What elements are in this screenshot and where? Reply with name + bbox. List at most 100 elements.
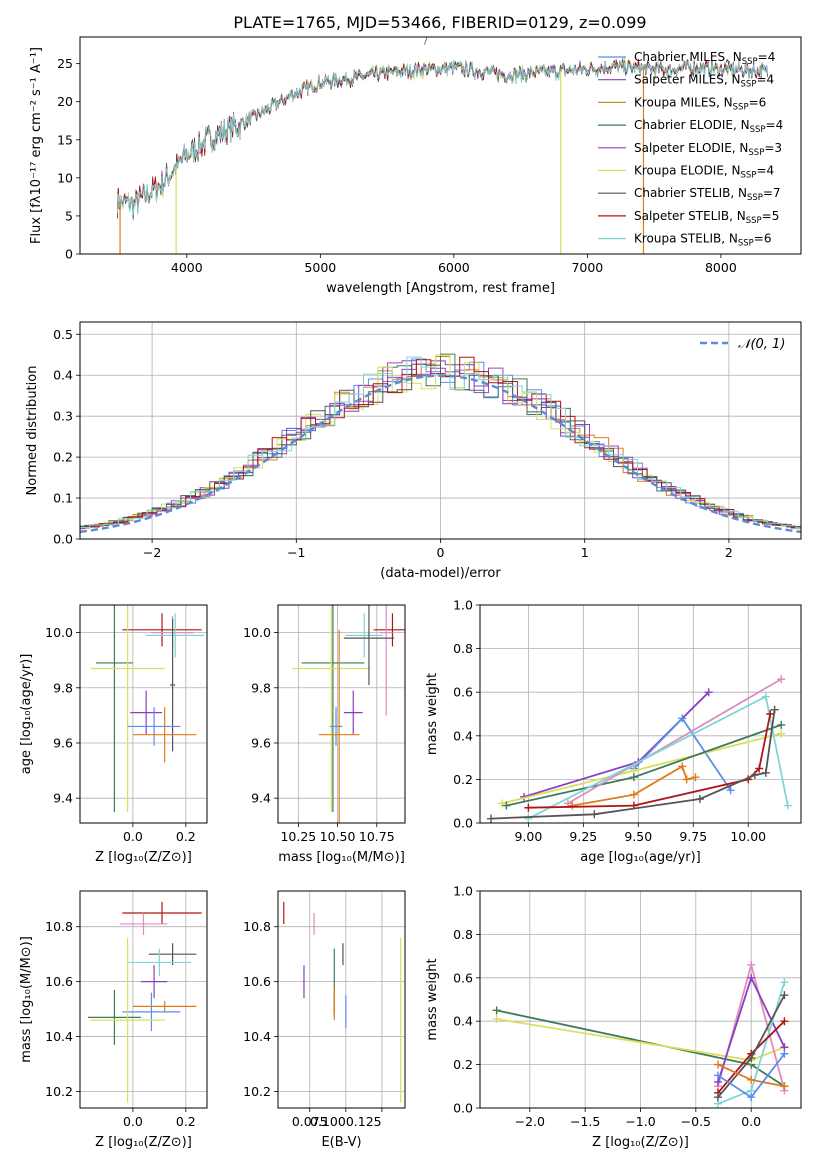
weight-series <box>567 678 782 805</box>
legend-label: Kroupa STELIB, NSSP=6 <box>634 232 772 249</box>
data-point <box>379 605 393 716</box>
axes-frame <box>277 604 406 824</box>
weight-marker <box>761 692 770 701</box>
axes-frame <box>479 604 802 824</box>
plot-area <box>486 675 792 823</box>
legend: Chabrier MILES, NSSP=4 Salpeter MILES, NS… <box>598 50 783 249</box>
plot-area <box>90 605 205 812</box>
plot-area <box>80 353 801 533</box>
data-point <box>130 690 163 735</box>
weight-marker <box>770 705 779 714</box>
weight-marker <box>486 814 495 823</box>
weight-marker <box>780 1082 789 1091</box>
panel-age_vs_Z: 0.0 0.2 9.4 9.6 9.8 10.0 Z [log₁₀(Z/Z⊙)] age [l… <box>19 604 208 865</box>
weight-marker <box>678 714 687 723</box>
panel-spectrum: 4000 5000 6000 7000 8000 0 5 10 15 20 25 wavelength… <box>29 36 802 296</box>
plot-area <box>117 37 768 254</box>
weight-marker <box>524 814 533 823</box>
data-point <box>329 707 343 746</box>
data-point <box>132 707 197 763</box>
y-axis-label: mass weight <box>425 673 440 755</box>
x-tick-label: −1 <box>287 545 305 560</box>
weight-marker <box>682 775 691 784</box>
y-tick-label: 9.8 <box>251 680 271 695</box>
y-tick-label: 0.8 <box>453 927 473 942</box>
x-tick-label: 10.50 <box>320 829 356 844</box>
panel-weight_vs_age: 9.00 9.25 9.50 9.75 10.00 0.0 0.2 0.4 0.6 0.8 1.0 a… <box>425 598 802 865</box>
weight-marker <box>695 795 704 804</box>
data-point <box>90 605 165 812</box>
y-tick-label: 0.2 <box>453 1057 473 1072</box>
y-tick-label: 0.2 <box>53 450 73 465</box>
x-tick-label: 0.1000.125 <box>310 1114 382 1129</box>
x-tick-label: 5000 <box>304 260 336 275</box>
y-axis-label: mass [log₁₀(M/M⊙)] <box>19 936 34 1063</box>
x-axis-label: E(B-V) <box>321 1135 361 1150</box>
y-tick-label: 10.0 <box>45 625 73 640</box>
x-tick-label: 7000 <box>571 260 603 275</box>
x-tick-label: −1.0 <box>625 1114 655 1129</box>
x-tick-label: 0.0 <box>123 829 143 844</box>
weight-marker <box>750 771 759 780</box>
weight-marker <box>713 1093 722 1102</box>
x-axis-label: Z [log₁₀(Z/Z⊙)] <box>95 850 192 865</box>
legend-label: Salpeter MILES, NSSP=4 <box>634 73 774 90</box>
panel-age_vs_mass: 10.25 10.50 10.75 9.4 9.6 9.8 10.0 mass [log₁₀(… <box>243 604 406 865</box>
y-tick-label: 0.0 <box>53 532 73 547</box>
legend-label: Kroupa ELODIE, NSSP=4 <box>634 164 774 181</box>
spectrum-spike <box>424 37 428 45</box>
y-tick-label: 20 <box>57 94 73 109</box>
weight-series <box>528 713 772 809</box>
y-tick-label: 9.8 <box>53 680 73 695</box>
y-tick-label: 0.4 <box>453 1014 473 1029</box>
weight-series <box>490 709 776 820</box>
x-axis-label: age [log₁₀(age/yr)] <box>580 850 701 865</box>
x-tick-label: 4000 <box>171 260 203 275</box>
weight-marker <box>492 1015 501 1024</box>
x-axis-label: mass [log₁₀(M/M⊙)] <box>278 850 405 865</box>
weight-marker <box>726 786 735 795</box>
plot-area <box>492 960 789 1108</box>
y-tick-label: 10.8 <box>45 919 73 934</box>
x-tick-label: 2 <box>725 545 733 560</box>
y-tick-label: 0.6 <box>453 685 473 700</box>
weight-marker <box>777 720 786 729</box>
weight-marker <box>780 1049 789 1058</box>
y-tick-label: 0.1 <box>53 491 73 506</box>
x-tick-label: 0.2 <box>176 1114 196 1129</box>
data-point <box>301 605 365 812</box>
data-point <box>318 629 360 823</box>
plot-area <box>87 901 202 1103</box>
weight-marker <box>678 762 687 771</box>
y-tick-label: 1.0 <box>453 598 473 613</box>
y-tick-label: 5 <box>65 208 73 223</box>
x-axis-label: Z [log₁₀(Z/Z⊙)] <box>95 1135 192 1150</box>
weight-marker <box>766 710 775 718</box>
weight-marker <box>691 773 700 782</box>
x-axis-label: Z [log₁₀(Z/Z⊙)] <box>592 1135 689 1150</box>
weight-marker <box>629 773 638 782</box>
x-axis-label: (data-model)/error <box>380 566 501 581</box>
y-tick-label: 10.8 <box>243 919 271 934</box>
y-tick-label: 0.5 <box>53 327 73 342</box>
x-tick-label: 1 <box>581 545 589 560</box>
y-tick-label: 0.2 <box>453 772 473 787</box>
weight-marker <box>761 768 770 777</box>
data-point <box>122 613 202 647</box>
data-point <box>343 690 363 735</box>
y-tick-label: 0.0 <box>453 1101 473 1116</box>
panel-mass_vs_Z: 0.0 0.2 10.2 10.4 10.6 10.8 Z [log₁₀(Z/Z⊙)] mas… <box>19 890 208 1150</box>
y-tick-label: 10.0 <box>243 625 271 640</box>
weight-marker <box>747 973 756 982</box>
y-tick-label: 9.4 <box>53 791 73 806</box>
axes-frame <box>79 321 802 540</box>
axes-frame <box>479 890 802 1109</box>
y-tick-label: 0.8 <box>453 641 473 656</box>
x-tick-label: −0.5 <box>681 1114 711 1129</box>
x-tick-label: 10.75 <box>359 829 395 844</box>
y-tick-label: 10 <box>57 170 73 185</box>
legend-label: Kroupa MILES, NSSP=6 <box>634 95 766 112</box>
data-point <box>343 605 395 686</box>
spectrum-line <box>117 59 768 216</box>
